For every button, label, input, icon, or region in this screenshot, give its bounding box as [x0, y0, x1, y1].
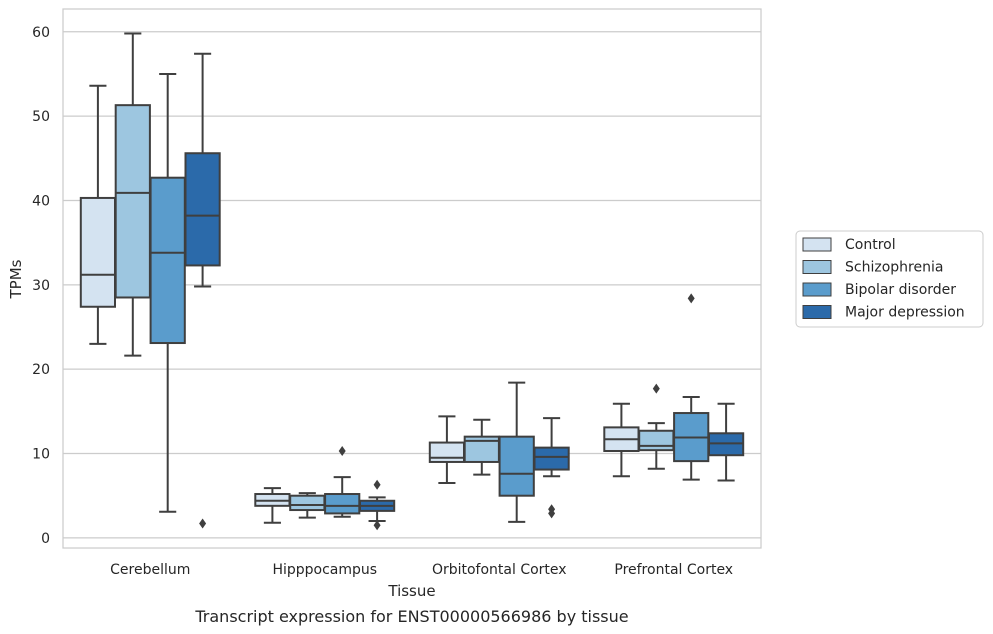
figure-caption: Transcript expression for ENST0000056698…	[194, 607, 628, 626]
box-body	[289, 494, 326, 512]
legend-swatch	[802, 305, 832, 319]
box-series-group	[79, 32, 745, 531]
y-axis-ticks: 0 10 20 30 40 50 60	[32, 25, 50, 547]
box-plot-item	[707, 402, 745, 482]
legend-swatch	[802, 260, 832, 274]
outlier-marker	[687, 293, 695, 304]
outlier-marker	[652, 383, 660, 394]
box-plot-item	[673, 293, 710, 481]
y-axis-label: TPMs	[7, 259, 25, 299]
outlier-marker	[338, 445, 346, 456]
box-plot-item	[498, 381, 535, 523]
y-tick-label: 50	[32, 109, 50, 125]
outlier-marker	[548, 508, 556, 519]
y-tick-label: 60	[32, 25, 50, 41]
x-axis-ticks: Cerebellum Hipppocampus Orbitofontal Corte…	[110, 562, 733, 578]
legend-label: Control	[845, 237, 896, 253]
box-body	[184, 152, 221, 267]
legend-swatch	[802, 237, 832, 252]
outlier-marker	[373, 479, 381, 490]
outlier-marker	[373, 520, 381, 531]
y-tick-label: 30	[32, 278, 50, 294]
box-plot-item	[603, 402, 640, 478]
box-body	[428, 441, 466, 463]
box-body	[324, 493, 361, 515]
box-plot-item	[149, 72, 186, 513]
box-body	[149, 176, 186, 345]
box-plot-item	[358, 479, 396, 531]
x-tick-label: Hipppocampus	[272, 562, 377, 578]
box-plot-item	[533, 417, 570, 519]
plot-area-frame	[62, 8, 762, 549]
legend-label: Schizophrenia	[845, 260, 943, 276]
box-plot-item	[324, 445, 361, 518]
legend-label: Bipolar disorder	[845, 282, 956, 298]
box-body	[533, 446, 570, 471]
y-tick-label: 10	[32, 447, 50, 463]
box-plot-item	[463, 418, 500, 476]
box-plot-item	[638, 383, 675, 470]
x-axis-label: Tissue	[387, 582, 435, 600]
x-tick-label: Orbitofontal Cortex	[432, 562, 567, 578]
x-tick-label: Cerebellum	[110, 562, 190, 578]
box-plot-item	[79, 84, 117, 345]
x-tick-label: Prefrontal Cortex	[614, 562, 733, 578]
legend-swatch	[802, 282, 832, 297]
legend: Control Schizophrenia Bipolar disorder Majo…	[795, 230, 984, 328]
box-plot-item	[114, 32, 151, 357]
y-tick-label: 40	[32, 193, 50, 209]
box-plot-item	[254, 487, 291, 524]
box-plot-item	[428, 415, 466, 485]
box-body	[79, 196, 117, 308]
box-body	[114, 104, 151, 299]
y-tick-label: 0	[41, 531, 50, 547]
outlier-marker	[199, 518, 207, 529]
box-plot-item	[289, 492, 326, 519]
box-body	[638, 429, 675, 452]
box-body	[498, 435, 535, 497]
box-plot-item	[184, 52, 221, 529]
legend-frame	[795, 230, 984, 328]
y-tick-label: 20	[32, 362, 50, 378]
legend-label: Major depression	[845, 305, 965, 321]
